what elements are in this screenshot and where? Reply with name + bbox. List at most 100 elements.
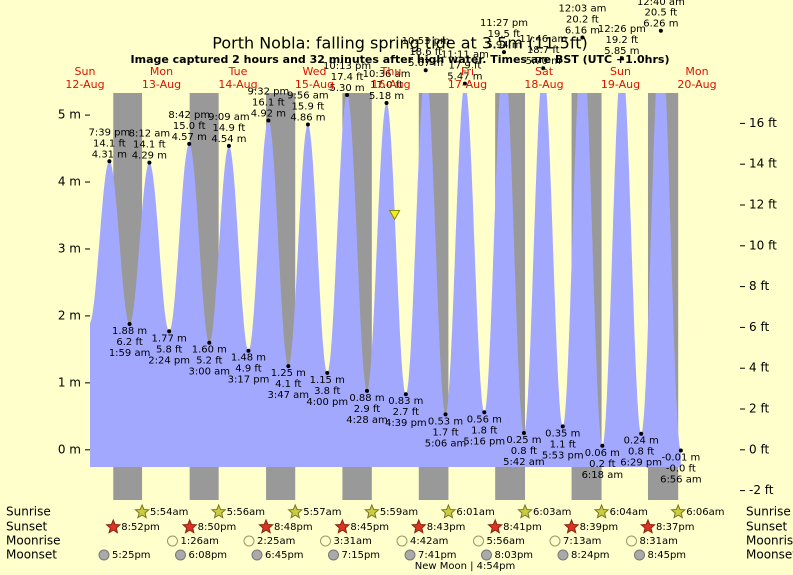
tide-label: 0.8 ft	[511, 446, 537, 457]
tide-point	[482, 410, 487, 415]
tide-label: 4.31 m	[92, 149, 127, 160]
sunset-icon	[640, 518, 656, 534]
tide-point	[423, 68, 428, 73]
day-date: 17-Aug	[448, 78, 487, 91]
chart-subtitle: Image captured 2 hours and 32 minutes af…	[131, 53, 670, 66]
tide-label: 0.2 ft	[589, 459, 615, 470]
sunset-icon	[334, 518, 351, 534]
tide-label: -0.0 ft	[666, 463, 696, 474]
tide-label: 3:17 pm	[228, 375, 270, 386]
tide-point	[403, 392, 408, 397]
tide-label: 0.83 m	[388, 396, 423, 407]
moonrise-time: 4:42am	[410, 536, 448, 547]
tide-point	[443, 412, 448, 417]
tide-label: 5:06 am	[425, 438, 467, 449]
sunset-time: 8:45pm	[350, 522, 389, 533]
tide-label: 18.7 ft	[527, 45, 560, 56]
tide-label: 2.9 ft	[354, 404, 380, 415]
tide-label: 5.85 m	[604, 46, 639, 57]
tide-point	[462, 81, 467, 86]
moonrise-time: 3:31am	[334, 536, 372, 547]
y2-tick-label: 4 ft	[749, 361, 769, 375]
tide-label: 5.67 m	[408, 58, 443, 69]
tide-point	[345, 93, 350, 98]
moonset-icon	[251, 549, 263, 561]
moonrise-time: 2:25am	[257, 536, 295, 547]
tide-label: 4:28 am	[346, 415, 388, 426]
tide-label: 10:53 pm	[402, 36, 450, 47]
day-date: 14-Aug	[218, 78, 257, 91]
tide-point	[600, 443, 605, 448]
tide-label: 19.2 ft	[606, 35, 639, 46]
moonrise-time: 5:56am	[487, 536, 525, 547]
day-name: Tue	[228, 65, 248, 78]
day-name: Wed	[303, 65, 327, 78]
day-name: Thu	[380, 65, 402, 78]
tide-label: 16.1 ft	[252, 97, 285, 108]
sunset-icon	[487, 518, 504, 534]
tide-label: 5.94 m	[486, 40, 521, 51]
tide-label: 0.25 m	[506, 435, 541, 446]
tide-label: 4:39 pm	[385, 418, 427, 429]
sunrise-time: 6:01am	[456, 507, 494, 518]
moonset-icon	[328, 549, 339, 561]
tide-label: 0.35 m	[545, 428, 580, 439]
row-label: Sunset	[6, 520, 47, 534]
tide-label: 12:03 am	[558, 3, 606, 14]
moonset-icon	[175, 549, 186, 561]
tide-label: 5.8 ft	[156, 344, 182, 355]
sunrise-icon	[210, 503, 227, 519]
tide-label: 5.30 m	[329, 83, 364, 94]
tide-point	[619, 56, 624, 61]
tide-label: 4.1 ft	[275, 379, 301, 390]
tide-label: 12:40 am	[637, 0, 685, 8]
tide-label: 1.88 m	[112, 326, 147, 337]
sunrise-time: 5:57am	[303, 507, 341, 518]
tide-label: 0.06 m	[585, 448, 620, 459]
tide-label: 14.1 ft	[93, 138, 126, 149]
tide-label: 6:56 am	[660, 474, 702, 485]
sunset-icon	[105, 518, 122, 534]
tide-point	[286, 364, 291, 369]
sunset-icon	[181, 518, 198, 534]
tide-label: 10:36 am	[363, 69, 411, 80]
tide-label: 4.29 m	[132, 151, 167, 162]
tide-point	[246, 348, 251, 353]
tide-label: 2:24 pm	[148, 355, 190, 366]
tide-point	[580, 35, 585, 40]
day-name: Sat	[535, 65, 554, 78]
moonset-time: 8:24pm	[571, 550, 610, 561]
water-layer	[90, 93, 681, 467]
tide-label: 3:47 am	[268, 390, 310, 401]
sunrise-icon	[134, 503, 150, 519]
sunrise-time: 5:56am	[227, 507, 265, 518]
moonrise-icon	[167, 535, 178, 547]
current-level-marker	[388, 210, 401, 221]
sunset-icon	[410, 518, 427, 534]
tide-label: 3.8 ft	[314, 386, 340, 397]
sunset-time: 8:37pm	[656, 522, 695, 533]
tide-label: 6.16 m	[565, 25, 600, 36]
day-name: Fri	[461, 65, 474, 78]
tide-label: 5.18 m	[369, 91, 404, 102]
day-date: 18-Aug	[524, 78, 563, 91]
tide-label: 5:16 pm	[463, 436, 505, 447]
moonset-time: 7:41pm	[418, 550, 457, 561]
tide-label: 0.88 m	[349, 393, 384, 404]
y2-tick-label: 12 ft	[749, 198, 777, 212]
moonset-time: 6:08pm	[189, 550, 228, 561]
tide-label: 18.6 ft	[409, 47, 442, 58]
moonrise-icon	[549, 535, 561, 547]
day-name: Mon	[150, 65, 173, 78]
day-date: 20-Aug	[677, 78, 716, 91]
row-label: Sunrise	[6, 505, 51, 519]
day-date: 19-Aug	[601, 78, 640, 91]
tide-label: 14.1 ft	[133, 140, 166, 151]
sunset-icon	[258, 518, 274, 534]
tide-label: 17.9 ft	[449, 61, 482, 72]
tide-point	[384, 101, 389, 106]
tide-point	[266, 118, 271, 123]
tide-label: 4.54 m	[211, 134, 246, 145]
